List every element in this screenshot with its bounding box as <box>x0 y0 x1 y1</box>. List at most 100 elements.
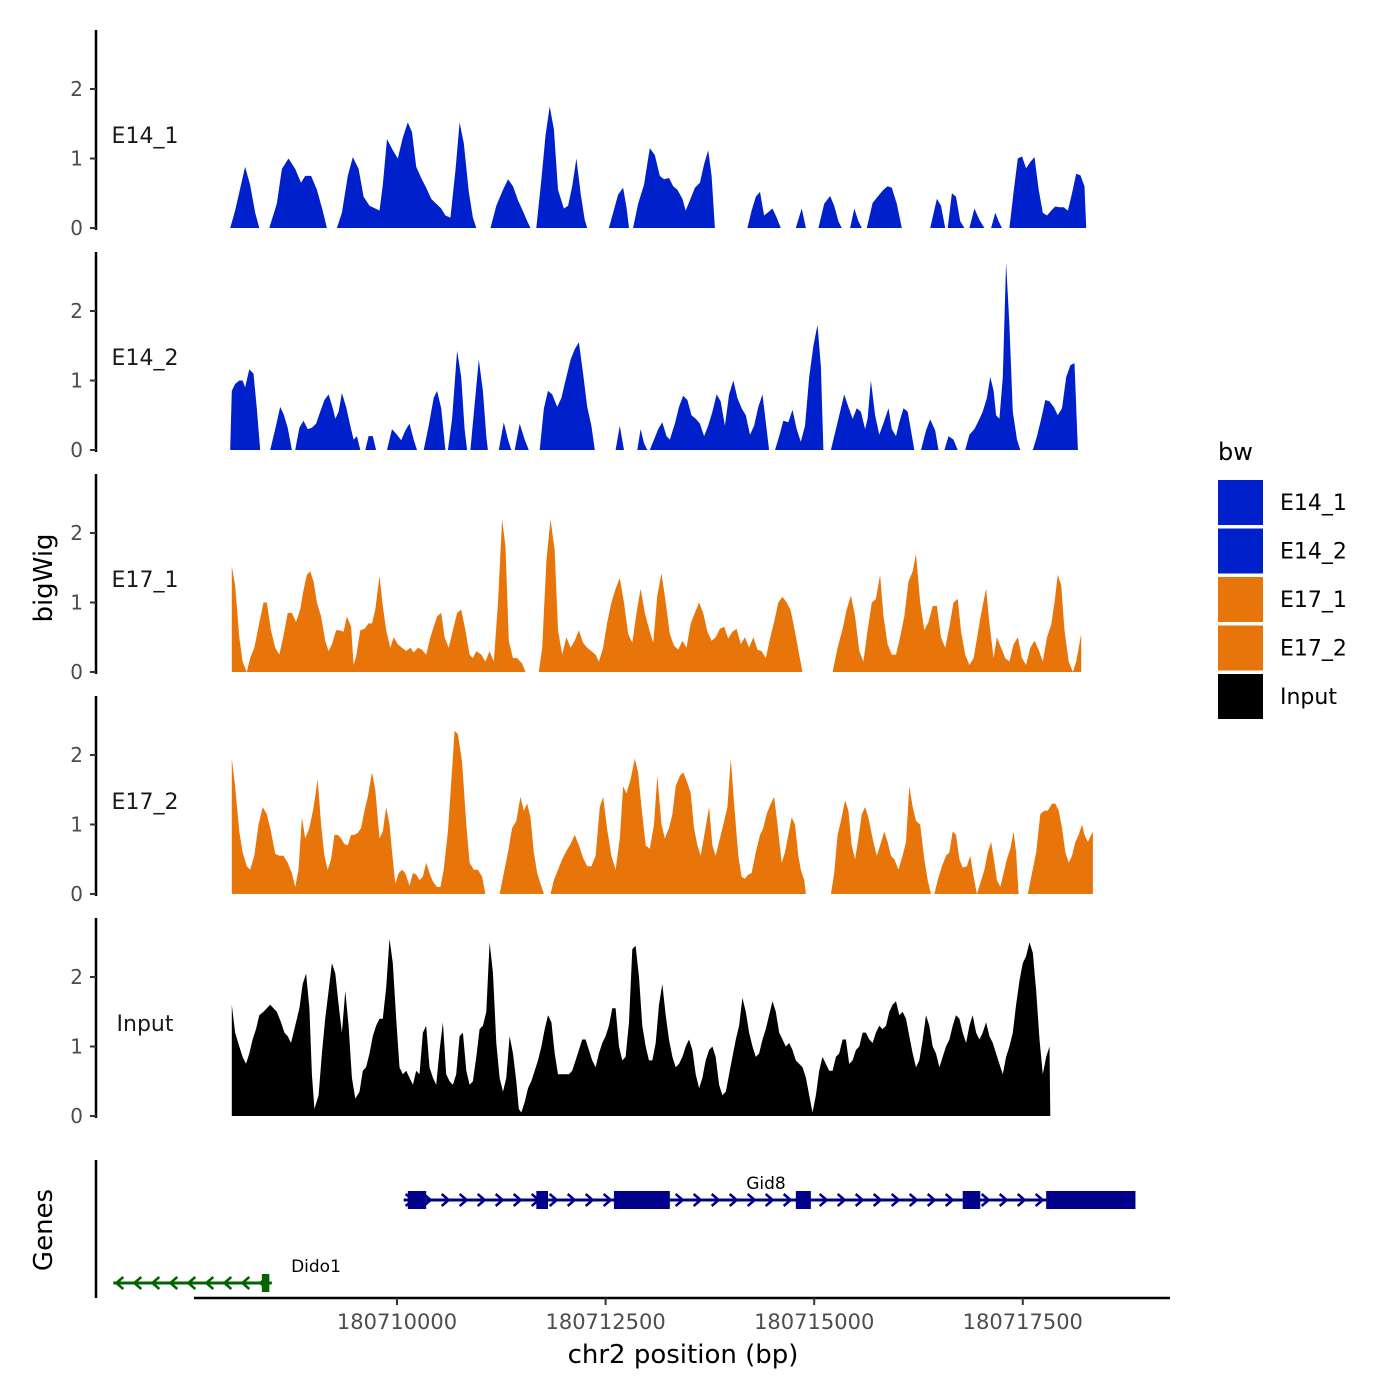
legend-label: E17_2 <box>1280 637 1347 662</box>
y-tick-label: 2 <box>70 299 83 323</box>
signal-area-Input <box>231 938 1051 1116</box>
track-label: Input <box>117 1012 174 1037</box>
strand-chevron <box>926 1193 937 1207</box>
y-tick-label: 0 <box>70 660 83 684</box>
y-tick-label: 0 <box>70 1104 83 1128</box>
strand-chevron <box>998 1193 1009 1207</box>
track-E14_1: 0 1 2 E14_1 <box>70 30 1087 240</box>
strand-chevron <box>168 1276 179 1290</box>
x-tick-label: 180712500 <box>545 1310 665 1334</box>
y-tick-label: 2 <box>70 521 83 545</box>
legend-swatch-Input <box>1218 674 1263 719</box>
strand-chevron <box>512 1193 523 1207</box>
signal-tracks: 0 1 2 E14_1 0 1 2 E14_2 0 1 2 E17_1 0 1 2 E17_2 0 1 2 Input <box>70 30 1093 1128</box>
strand-chevron <box>494 1193 505 1207</box>
legend-swatch-E17_1 <box>1218 577 1263 622</box>
y-tick-label: 1 <box>70 813 83 837</box>
strand-chevron <box>240 1276 251 1290</box>
gene-Gid8: Gid8 <box>403 1174 1136 1209</box>
y-tick-label: 0 <box>70 438 83 462</box>
gene-label: Dido1 <box>291 1257 341 1277</box>
exon <box>407 1191 427 1209</box>
legend-label: Input <box>1280 685 1337 710</box>
x-tick-label: 180710000 <box>337 1310 457 1334</box>
genes-axis-title: Genes <box>29 1189 59 1271</box>
strand-chevron <box>890 1193 901 1207</box>
signal-area-E14_2 <box>230 262 1078 450</box>
track-label: E14_2 <box>112 346 179 371</box>
strand-chevron <box>692 1193 703 1207</box>
legend: bw E14_1 E14_2 E17_1 E17_2 Input <box>1218 438 1347 719</box>
y-tick-label: 2 <box>70 743 83 767</box>
legend-label: E14_2 <box>1280 540 1347 565</box>
strand-chevron <box>782 1193 793 1207</box>
track-label: E17_1 <box>112 568 179 593</box>
legend-title: bw <box>1218 438 1253 466</box>
strand-chevron <box>186 1276 197 1290</box>
strand-chevron <box>458 1193 469 1207</box>
gene-track: Gid8 Dido1 <box>94 1160 1136 1298</box>
strand-chevron <box>150 1276 161 1290</box>
strand-chevron <box>980 1193 991 1207</box>
y-tick-label: 1 <box>70 1035 83 1059</box>
strand-chevron <box>836 1193 847 1207</box>
strand-chevron <box>1034 1193 1045 1207</box>
strand-chevron <box>710 1193 721 1207</box>
track-label: E17_2 <box>112 790 179 815</box>
strand-chevron <box>728 1193 739 1207</box>
strand-chevron <box>854 1193 865 1207</box>
track-E17_2: 0 1 2 E17_2 <box>70 696 1093 906</box>
exon <box>261 1274 270 1292</box>
exon <box>962 1191 981 1209</box>
y-tick-label: 0 <box>70 216 83 240</box>
y-tick-label: 1 <box>70 147 83 171</box>
strand-chevron <box>584 1193 595 1207</box>
strand-chevron <box>132 1276 143 1290</box>
gene-Dido1: Dido1 <box>113 1257 341 1292</box>
strand-chevron <box>548 1193 559 1207</box>
strand-chevron <box>674 1193 685 1207</box>
y-axis-title: bigWig <box>29 533 59 622</box>
track-Input: 0 1 2 Input <box>70 918 1051 1128</box>
legend-swatch-E14_2 <box>1218 528 1263 574</box>
legend-swatch-E17_2 <box>1218 625 1263 671</box>
strand-chevron <box>908 1193 919 1207</box>
exon <box>613 1191 670 1209</box>
strand-chevron <box>1016 1193 1027 1207</box>
y-tick-label: 2 <box>70 965 83 989</box>
legend-label: E14_1 <box>1280 491 1347 516</box>
legend-swatch-E14_1 <box>1218 480 1263 525</box>
strand-chevron <box>872 1193 883 1207</box>
signal-area-E17_1 <box>231 519 1082 672</box>
strand-chevron <box>566 1193 577 1207</box>
exon <box>1046 1191 1136 1209</box>
strand-chevron <box>204 1276 215 1290</box>
strand-chevron <box>476 1193 487 1207</box>
x-tick-label: 180715000 <box>754 1310 874 1334</box>
strand-chevron <box>764 1193 775 1207</box>
y-tick-label: 1 <box>70 591 83 615</box>
y-tick-label: 0 <box>70 882 83 906</box>
strand-chevron <box>818 1193 829 1207</box>
strand-chevron <box>222 1276 233 1290</box>
strand-chevron <box>114 1276 125 1290</box>
exon <box>795 1191 811 1209</box>
y-tick-label: 1 <box>70 369 83 393</box>
signal-area-E17_2 <box>231 730 1093 894</box>
strand-chevron <box>602 1193 613 1207</box>
x-tick-label: 180717500 <box>963 1310 1083 1334</box>
x-axis-title: chr2 position (bp) <box>568 1340 799 1370</box>
strand-chevron <box>746 1193 757 1207</box>
track-E14_2: 0 1 2 E14_2 <box>70 252 1078 462</box>
gene-label: Gid8 <box>746 1174 786 1194</box>
track-label: E14_1 <box>112 124 179 149</box>
strand-chevron <box>440 1193 451 1207</box>
y-tick-label: 2 <box>70 77 83 101</box>
exon <box>536 1191 549 1209</box>
strand-chevron <box>944 1193 955 1207</box>
x-axis: 180710000 180712500 180715000 180717500 <box>194 1296 1170 1334</box>
track-E17_1: 0 1 2 E17_1 <box>70 474 1082 684</box>
signal-area-E14_1 <box>230 106 1087 228</box>
legend-label: E17_1 <box>1280 588 1347 613</box>
